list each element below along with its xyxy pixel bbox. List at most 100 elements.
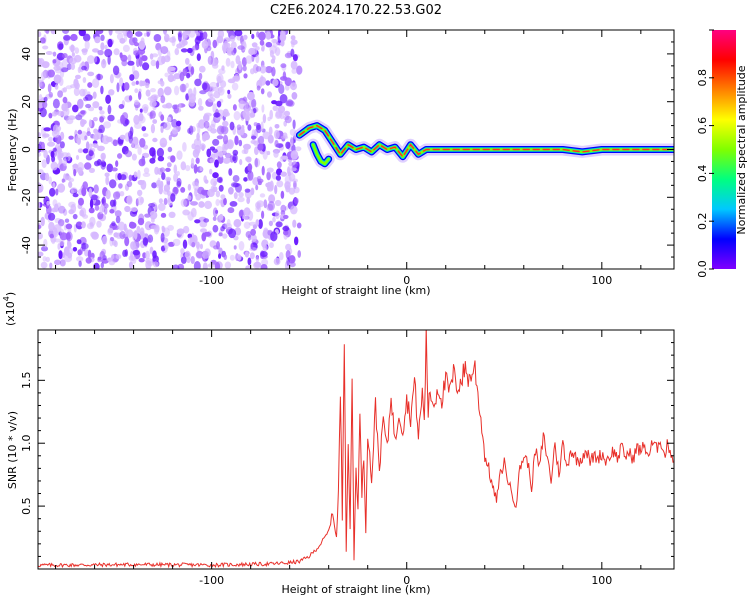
- noise-speckle: [128, 95, 133, 101]
- noise-speckle: [92, 48, 99, 53]
- noise-speckle: [290, 205, 298, 215]
- noise-speckle: [88, 207, 95, 214]
- noise-speckle: [284, 77, 292, 86]
- noise-speckle: [163, 184, 171, 192]
- noise-speckle: [220, 194, 226, 200]
- noise-speckle: [143, 167, 150, 174]
- chart-title: C2E6.2024.170.22.53.G02: [270, 3, 442, 18]
- noise-speckle: [261, 46, 265, 52]
- noise-speckle: [201, 232, 207, 242]
- noise-speckle: [111, 254, 115, 260]
- noise-speckle: [296, 65, 303, 75]
- noise-speckle: [63, 246, 70, 256]
- noise-speckle: [170, 193, 176, 202]
- noise-speckle: [290, 167, 297, 172]
- noise-speckle: [47, 83, 52, 93]
- noise-speckle: [41, 159, 47, 169]
- noise-speckle: [198, 119, 206, 129]
- noise-speckle: [224, 261, 232, 269]
- noise-speckle: [290, 82, 297, 91]
- noise-speckle: [115, 160, 119, 168]
- noise-speckle: [159, 167, 166, 174]
- noise-speckle: [156, 183, 162, 189]
- noise-speckle: [193, 261, 201, 269]
- noise-speckle: [70, 63, 76, 70]
- noise-speckle: [282, 225, 290, 232]
- noise-speckle: [266, 171, 271, 181]
- noise-speckle: [162, 104, 169, 109]
- noise-speckle: [285, 141, 291, 149]
- noise-speckle: [90, 194, 98, 201]
- noise-speckle: [48, 176, 52, 185]
- noise-speckle: [267, 134, 274, 144]
- noise-speckle: [266, 167, 274, 173]
- noise-speckle: [182, 68, 188, 77]
- noise-speckle: [100, 42, 105, 51]
- noise-speckle: [260, 88, 265, 95]
- noise-speckle: [219, 213, 224, 221]
- noise-speckle: [163, 122, 171, 131]
- noise-speckle: [198, 72, 203, 80]
- noise-speckle: [106, 163, 114, 173]
- noise-speckle: [176, 43, 183, 49]
- noise-speckle: [99, 116, 104, 123]
- noise-speckle: [238, 60, 242, 71]
- noise-speckle: [77, 129, 83, 135]
- noise-speckle: [268, 126, 273, 136]
- noise-speckle: [275, 109, 283, 118]
- noise-speckle: [163, 197, 168, 206]
- noise-speckle: [58, 219, 65, 227]
- noise-speckle: [187, 195, 192, 201]
- noise-speckle: [209, 81, 218, 89]
- noise-speckle: [145, 89, 151, 97]
- noise-speckle: [47, 141, 55, 147]
- noise-speckle: [93, 143, 99, 149]
- noise-speckle: [229, 121, 235, 131]
- noise-speckle: [136, 225, 141, 234]
- noise-speckle: [270, 58, 276, 64]
- noise-speckle: [285, 243, 292, 251]
- noise-speckle: [105, 136, 113, 143]
- noise-speckle: [63, 34, 71, 41]
- noise-speckle: [297, 250, 302, 258]
- noise-speckle: [182, 239, 188, 249]
- noise-speckle: [207, 55, 214, 65]
- noise-speckle: [227, 93, 232, 99]
- noise-speckle: [48, 212, 56, 221]
- noise-speckle: [237, 45, 245, 50]
- noise-speckle: [38, 31, 42, 37]
- noise-speckle: [92, 78, 100, 88]
- noise-speckle: [66, 63, 72, 70]
- snr-scale-exponent: 4: [2, 296, 11, 301]
- noise-speckle: [105, 94, 111, 105]
- noise-speckle: [45, 256, 50, 263]
- noise-speckle: [212, 224, 219, 233]
- noise-speckle: [97, 49, 104, 56]
- noise-speckle: [271, 66, 276, 77]
- noise-speckle: [50, 150, 55, 158]
- noise-speckle: [275, 221, 283, 228]
- noise-speckle: [139, 108, 143, 113]
- noise-speckle: [45, 51, 53, 55]
- noise-speckle: [131, 140, 135, 148]
- noise-speckle: [250, 228, 256, 236]
- noise-speckle: [87, 82, 93, 88]
- noise-speckle: [195, 157, 200, 164]
- noise-speckle: [151, 150, 156, 161]
- noise-speckle: [128, 174, 133, 181]
- noise-speckle: [76, 221, 82, 226]
- noise-speckle: [223, 254, 228, 260]
- noise-speckle: [164, 33, 170, 43]
- noise-speckle: [52, 147, 57, 152]
- noise-speckle: [113, 232, 119, 238]
- noise-speckle: [50, 30, 57, 35]
- noise-speckle: [258, 31, 266, 41]
- noise-speckle: [126, 30, 133, 39]
- noise-speckle: [283, 110, 291, 117]
- noise-speckle: [289, 254, 295, 262]
- noise-speckle: [117, 221, 126, 231]
- noise-speckle: [160, 125, 164, 134]
- noise-speckle: [78, 197, 84, 206]
- noise-speckle: [174, 85, 180, 96]
- noise-speckle: [40, 141, 45, 151]
